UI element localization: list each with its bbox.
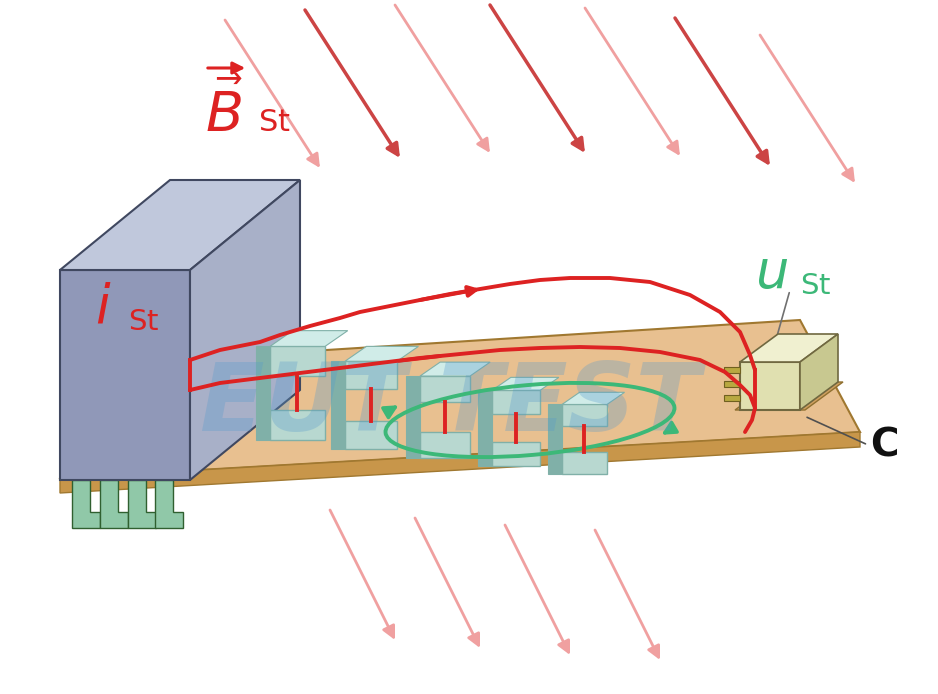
Text: EUT TEST: EUT TEST (200, 359, 700, 451)
Polygon shape (60, 180, 300, 270)
Text: $\mathsf{St}$: $\mathsf{St}$ (128, 308, 159, 336)
Polygon shape (128, 480, 156, 528)
Polygon shape (724, 395, 740, 401)
Polygon shape (190, 180, 300, 480)
Polygon shape (420, 376, 470, 402)
Polygon shape (100, 480, 128, 528)
Polygon shape (270, 346, 325, 376)
Polygon shape (230, 382, 252, 417)
Polygon shape (345, 421, 397, 449)
Polygon shape (478, 391, 492, 466)
Polygon shape (60, 320, 860, 478)
Text: $u$: $u$ (755, 248, 788, 299)
Polygon shape (155, 480, 183, 528)
Text: $i$: $i$ (95, 282, 112, 333)
Polygon shape (492, 442, 540, 466)
Polygon shape (270, 330, 348, 346)
Text: C: C (870, 426, 899, 464)
Polygon shape (256, 346, 270, 441)
Polygon shape (562, 405, 607, 426)
Polygon shape (740, 334, 838, 362)
Polygon shape (548, 405, 562, 475)
Polygon shape (724, 367, 740, 373)
Text: $\vec{B}$: $\vec{B}$ (205, 82, 243, 144)
Polygon shape (735, 382, 843, 410)
Polygon shape (492, 391, 540, 414)
Polygon shape (406, 376, 420, 458)
Polygon shape (60, 270, 190, 480)
Polygon shape (800, 334, 838, 410)
Polygon shape (562, 452, 607, 475)
Polygon shape (72, 480, 100, 528)
Polygon shape (740, 362, 800, 410)
Polygon shape (562, 392, 625, 405)
Polygon shape (420, 432, 470, 458)
Polygon shape (345, 361, 397, 389)
Polygon shape (420, 362, 491, 376)
Polygon shape (250, 385, 272, 421)
Polygon shape (60, 432, 860, 493)
Polygon shape (331, 361, 345, 449)
Polygon shape (492, 378, 559, 391)
Text: $\mathsf{St}$: $\mathsf{St}$ (258, 108, 291, 137)
Polygon shape (345, 346, 418, 361)
Polygon shape (270, 410, 325, 441)
Polygon shape (210, 378, 232, 414)
Text: $\mathsf{St}$: $\mathsf{St}$ (800, 272, 831, 300)
Polygon shape (724, 381, 740, 387)
